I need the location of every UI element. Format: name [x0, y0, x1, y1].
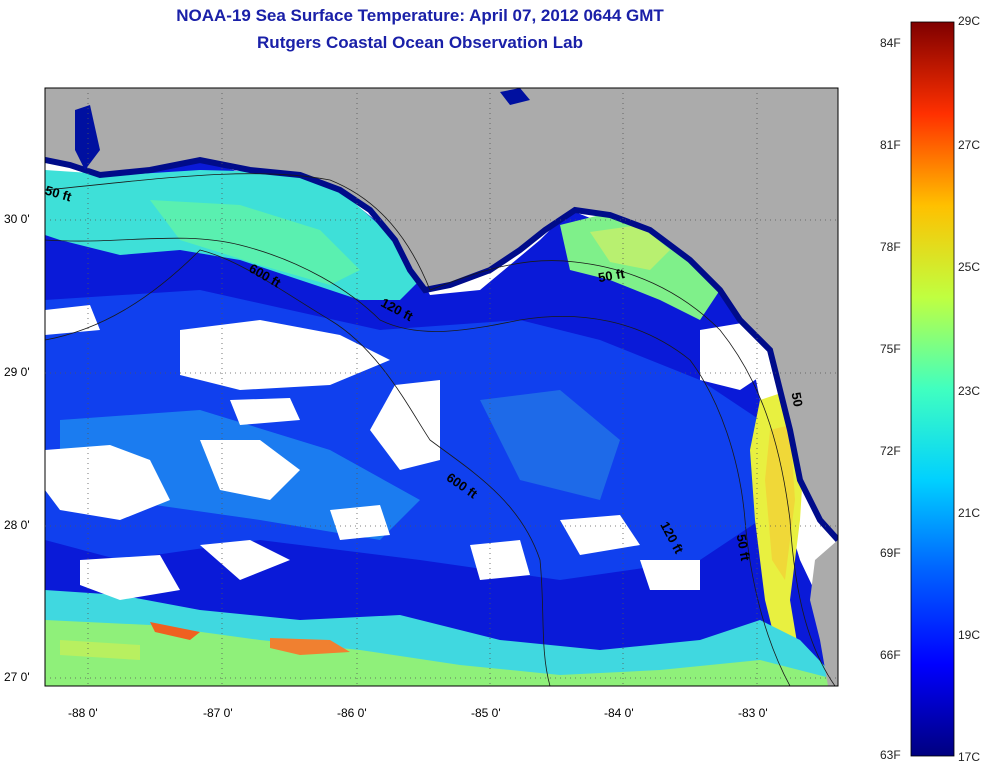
x-tick-label: -87 0'	[203, 706, 233, 720]
colorbar-f-label: 69F	[880, 546, 901, 560]
y-tick-label: 28 0'	[4, 518, 30, 532]
colorbar-f-label: 72F	[880, 444, 901, 458]
colorbar-c-label: 23C	[958, 384, 981, 398]
colorbar-c-label: 17C	[958, 750, 981, 764]
y-tick-label: 30 0'	[4, 212, 30, 226]
x-tick-label: -83 0'	[738, 706, 768, 720]
x-tick-label: -85 0'	[471, 706, 501, 720]
x-tick-label: -84 0'	[604, 706, 634, 720]
colorbar-f-label: 75F	[880, 342, 901, 356]
colorbar-f-label: 84F	[880, 36, 901, 50]
x-tick-label: -86 0'	[337, 706, 367, 720]
land-mass	[45, 88, 838, 540]
colorbar-f-label: 63F	[880, 748, 901, 762]
chart-subtitle: Rutgers Coastal Ocean Observation Lab	[257, 33, 583, 52]
colorbar-c-label: 19C	[958, 628, 981, 642]
colorbar-c-label: 21C	[958, 506, 981, 520]
cloud-gaps	[45, 305, 770, 600]
colorbar-f-label: 66F	[880, 648, 901, 662]
plot-frame	[44, 87, 839, 687]
colorbar-f-label: 81F	[880, 138, 901, 152]
colorbar-f-label: 78F	[880, 240, 901, 254]
colorbar-c-label: 25C	[958, 260, 981, 274]
bathymetry-contours	[45, 173, 836, 686]
x-tick-label: -88 0'	[68, 706, 98, 720]
chart-title: NOAA-19 Sea Surface Temperature: April 0…	[176, 6, 664, 25]
colorbar	[910, 21, 955, 757]
colorbar-c-label: 29C	[958, 14, 981, 28]
y-tick-label: 29 0'	[4, 365, 30, 379]
graticule	[45, 88, 838, 686]
colorbar-c-label: 27C	[958, 138, 981, 152]
contour-label: 50	[788, 391, 806, 408]
y-tick-label: 27 0'	[4, 670, 30, 684]
